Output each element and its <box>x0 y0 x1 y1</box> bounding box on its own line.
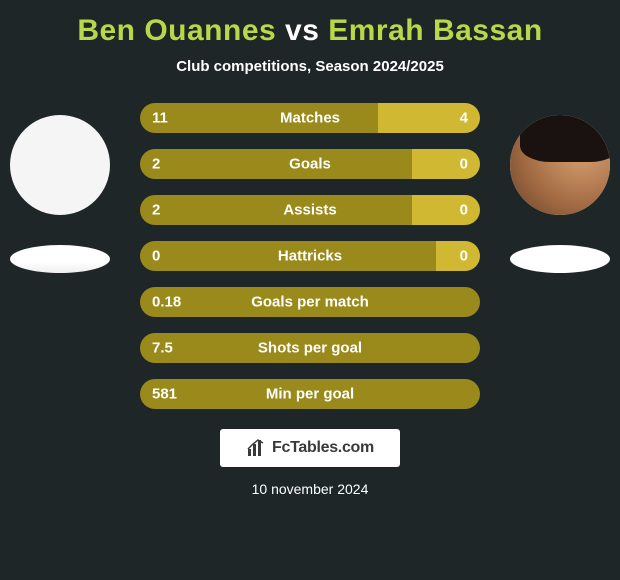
stat-row: 0 0 Hattricks <box>140 241 480 271</box>
stat-row: 2 0 Goals <box>140 149 480 179</box>
stat-bar-player2: 0 <box>436 241 480 271</box>
stat-label: Goals <box>289 156 331 173</box>
footer: FcTables.com 10 november 2024 <box>0 429 620 497</box>
title-player2: Emrah Bassan <box>328 14 542 47</box>
stat-value-player1: 2 <box>152 156 160 173</box>
subtitle: Club competitions, Season 2024/2025 <box>0 58 620 75</box>
stat-bar-player1: 2 <box>140 195 412 225</box>
stat-label: Shots per goal <box>258 340 362 357</box>
stat-value-player1: 11 <box>152 110 168 127</box>
stat-row: 581 Min per goal <box>140 379 480 409</box>
stat-bar-player2: 0 <box>412 195 480 225</box>
stat-row: 0.18 Goals per match <box>140 287 480 317</box>
stat-label: Assists <box>283 202 336 219</box>
chart-icon <box>246 438 266 458</box>
comparison-card: Ben Ouannes vs Emrah Bassan Club competi… <box>0 0 620 580</box>
stat-value-player1: 0.18 <box>152 294 181 311</box>
stat-value-player1: 2 <box>152 202 160 219</box>
stats-section: 11 4 Matches 2 0 Goals 2 0 Assists 0 0 Hattricks 0.1… <box>0 103 620 409</box>
stat-bar-player2: 0 <box>412 149 480 179</box>
site-name: FcTables.com <box>272 439 374 457</box>
player2-flag <box>510 245 610 273</box>
stat-row: 7.5 Shots per goal <box>140 333 480 363</box>
player1-column <box>0 103 120 273</box>
stat-value-player1: 581 <box>152 386 177 403</box>
stat-label: Min per goal <box>266 386 354 403</box>
site-logo: FcTables.com <box>220 429 400 467</box>
stat-value-player1: 7.5 <box>152 340 173 357</box>
page-title: Ben Ouannes vs Emrah Bassan <box>0 14 620 48</box>
stat-row: 11 4 Matches <box>140 103 480 133</box>
stat-value-player2: 0 <box>460 248 468 265</box>
footer-date: 10 november 2024 <box>0 481 620 497</box>
stat-bar-player1: 2 <box>140 149 412 179</box>
stat-label: Hattricks <box>278 248 342 265</box>
title-vs: vs <box>285 14 319 47</box>
stat-bar-player1: 11 <box>140 103 378 133</box>
stat-value-player2: 0 <box>460 202 468 219</box>
stat-value-player1: 0 <box>152 248 160 265</box>
title-player1: Ben Ouannes <box>77 14 276 47</box>
stat-label: Goals per match <box>251 294 369 311</box>
player2-column <box>500 103 620 273</box>
stat-row: 2 0 Assists <box>140 195 480 225</box>
stat-value-player2: 0 <box>460 156 468 173</box>
stat-bar-player2: 4 <box>378 103 480 133</box>
player2-avatar <box>510 115 610 215</box>
stat-value-player2: 4 <box>460 110 468 127</box>
player1-avatar <box>10 115 110 215</box>
stat-label: Matches <box>280 110 340 127</box>
player1-flag <box>10 245 110 273</box>
